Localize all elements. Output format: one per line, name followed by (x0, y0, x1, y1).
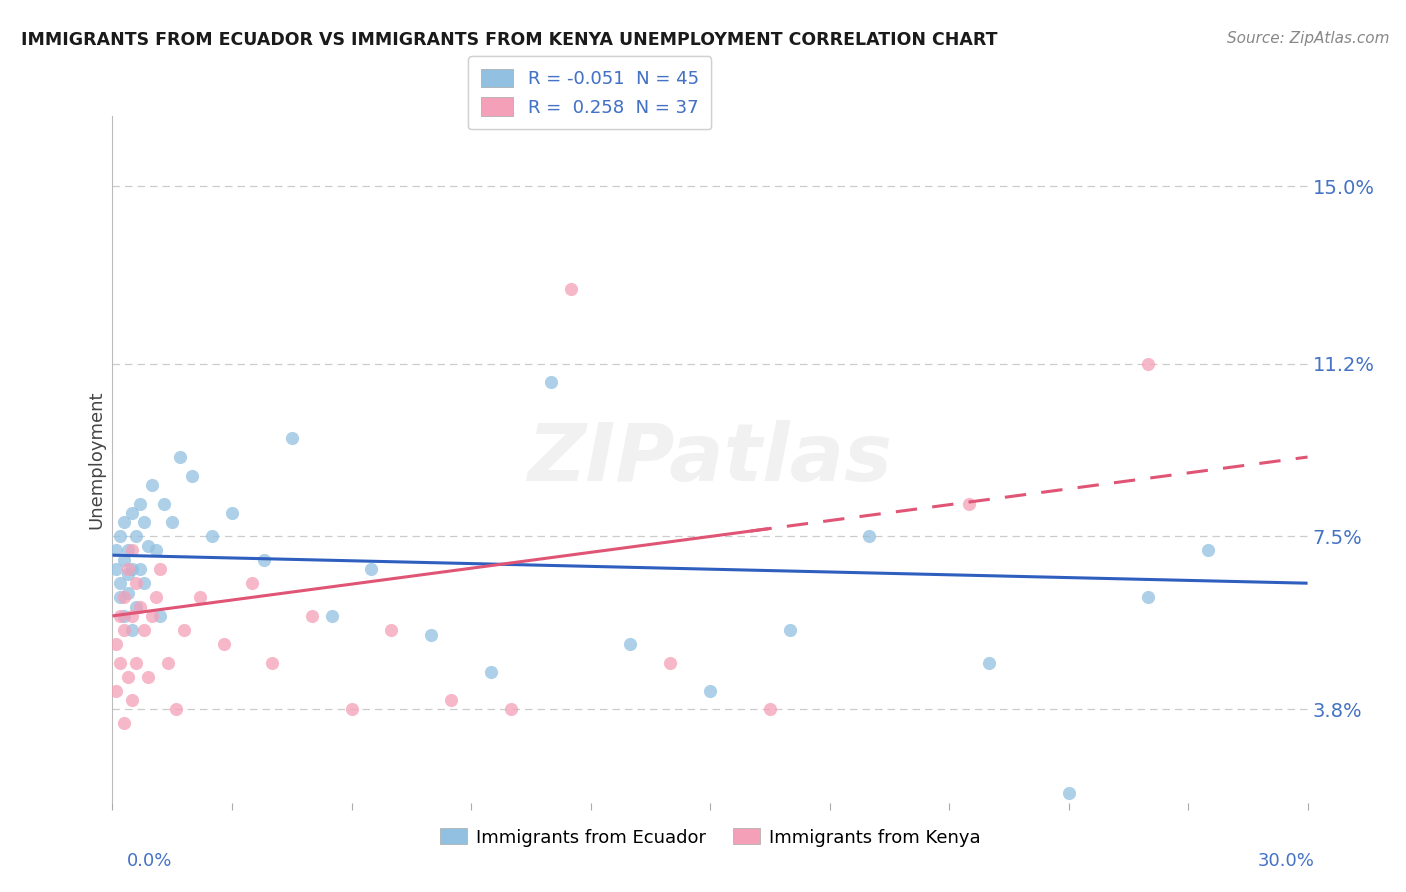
Immigrants from Ecuador (129, 497, 152, 511)
Immigrants from Kenya (129, 599, 152, 614)
Immigrants from Kenya (440, 693, 463, 707)
Immigrants from Ecuador (114, 553, 135, 567)
Text: ZIPatlas: ZIPatlas (527, 420, 893, 499)
Immigrants from Ecuador (162, 516, 183, 530)
Text: 30.0%: 30.0% (1258, 852, 1315, 870)
Immigrants from Kenya (114, 623, 135, 637)
Immigrants from Kenya (260, 656, 283, 670)
Immigrants from Kenya (149, 562, 172, 576)
Immigrants from Kenya (125, 656, 148, 670)
Immigrants from Kenya (659, 656, 682, 670)
Immigrants from Ecuador (181, 468, 204, 483)
Immigrants from Kenya (105, 637, 128, 651)
Immigrants from Ecuador (420, 627, 443, 641)
Immigrants from Ecuador (153, 497, 176, 511)
Immigrants from Kenya (340, 702, 363, 716)
Immigrants from Kenya (114, 716, 135, 731)
Immigrants from Ecuador (105, 562, 128, 576)
Text: IMMIGRANTS FROM ECUADOR VS IMMIGRANTS FROM KENYA UNEMPLOYMENT CORRELATION CHART: IMMIGRANTS FROM ECUADOR VS IMMIGRANTS FR… (21, 31, 998, 49)
Immigrants from Kenya (157, 656, 180, 670)
Immigrants from Kenya (1137, 357, 1160, 371)
Immigrants from Ecuador (1057, 787, 1080, 801)
Immigrants from Ecuador (117, 543, 139, 558)
Immigrants from Kenya (957, 497, 980, 511)
Immigrants from Kenya (212, 637, 235, 651)
Immigrants from Kenya (499, 702, 522, 716)
Immigrants from Ecuador (221, 506, 243, 520)
Immigrants from Kenya (121, 693, 143, 707)
Immigrants from Kenya (105, 683, 128, 698)
Immigrants from Kenya (759, 702, 782, 716)
Immigrants from Ecuador (1137, 591, 1160, 605)
Immigrants from Ecuador (253, 553, 276, 567)
Immigrants from Kenya (165, 702, 187, 716)
Immigrants from Kenya (560, 282, 582, 296)
Immigrants from Ecuador (779, 623, 801, 637)
Immigrants from Ecuador (321, 608, 343, 623)
Text: Source: ZipAtlas.com: Source: ZipAtlas.com (1226, 31, 1389, 46)
Immigrants from Ecuador (117, 585, 139, 599)
Immigrants from Ecuador (360, 562, 382, 576)
Immigrants from Ecuador (129, 562, 152, 576)
Immigrants from Ecuador (121, 623, 143, 637)
Immigrants from Kenya (117, 670, 139, 684)
Immigrants from Ecuador (149, 608, 172, 623)
Immigrants from Ecuador (1197, 543, 1219, 558)
Immigrants from Ecuador (281, 431, 304, 445)
Immigrants from Kenya (380, 623, 402, 637)
Immigrants from Ecuador (169, 450, 191, 464)
Immigrants from Ecuador (141, 478, 163, 492)
Text: 0.0%: 0.0% (127, 852, 172, 870)
Immigrants from Ecuador (110, 591, 132, 605)
Immigrants from Kenya (134, 623, 156, 637)
Immigrants from Ecuador (619, 637, 641, 651)
Immigrants from Ecuador (134, 576, 156, 591)
Immigrants from Ecuador (125, 599, 148, 614)
Immigrants from Ecuador (479, 665, 502, 679)
Immigrants from Ecuador (125, 529, 148, 543)
Immigrants from Ecuador (110, 529, 132, 543)
Legend: R = -0.051  N = 45, R =  0.258  N = 37: R = -0.051 N = 45, R = 0.258 N = 37 (468, 56, 711, 129)
Immigrants from Kenya (173, 623, 195, 637)
Immigrants from Kenya (121, 608, 143, 623)
Immigrants from Ecuador (134, 516, 156, 530)
Immigrants from Ecuador (110, 576, 132, 591)
Immigrants from Kenya (240, 576, 263, 591)
Y-axis label: Unemployment: Unemployment (87, 390, 105, 529)
Immigrants from Kenya (117, 562, 139, 576)
Immigrants from Kenya (110, 608, 132, 623)
Immigrants from Kenya (121, 543, 143, 558)
Immigrants from Ecuador (540, 376, 562, 390)
Immigrants from Ecuador (117, 566, 139, 581)
Immigrants from Ecuador (114, 608, 135, 623)
Immigrants from Kenya (114, 591, 135, 605)
Immigrants from Ecuador (699, 683, 721, 698)
Immigrants from Kenya (188, 591, 211, 605)
Immigrants from Ecuador (121, 562, 143, 576)
Immigrants from Ecuador (105, 543, 128, 558)
Immigrants from Ecuador (977, 656, 1000, 670)
Immigrants from Ecuador (858, 529, 880, 543)
Immigrants from Ecuador (145, 543, 167, 558)
Immigrants from Kenya (125, 576, 148, 591)
Immigrants from Kenya (301, 608, 323, 623)
Immigrants from Ecuador (114, 516, 135, 530)
Immigrants from Ecuador (121, 506, 143, 520)
Immigrants from Kenya (138, 670, 160, 684)
Immigrants from Ecuador (138, 539, 160, 553)
Immigrants from Kenya (110, 656, 132, 670)
Immigrants from Ecuador (201, 529, 224, 543)
Immigrants from Kenya (145, 591, 167, 605)
Immigrants from Kenya (141, 608, 163, 623)
